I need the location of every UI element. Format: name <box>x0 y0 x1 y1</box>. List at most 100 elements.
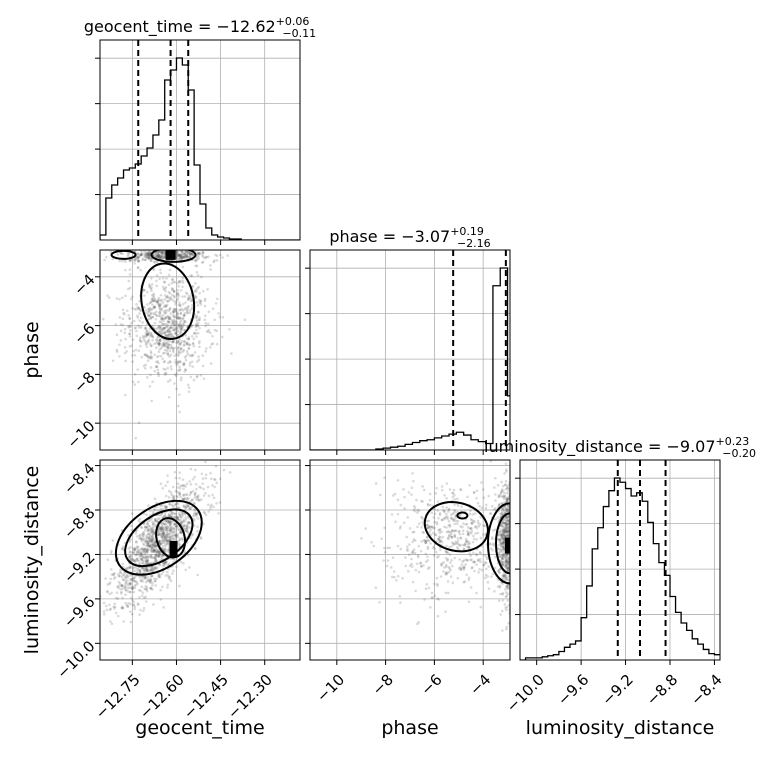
scatter-point <box>386 559 390 562</box>
scatter-point <box>171 328 174 332</box>
scatter-point <box>171 340 175 344</box>
scatter-point <box>170 537 174 541</box>
scatter-point <box>507 555 510 559</box>
scatter-point <box>151 523 155 527</box>
scatter-point <box>176 340 180 344</box>
scatter-point <box>506 510 509 513</box>
scatter-point <box>144 326 147 330</box>
scatter-point <box>146 329 149 333</box>
scatter-point <box>158 311 162 314</box>
scatter-point <box>158 553 161 557</box>
scatter-point <box>152 528 155 531</box>
scatter-point <box>191 253 194 257</box>
scatter-point <box>187 252 190 256</box>
scatter-point <box>154 544 158 548</box>
scatter-point <box>504 606 507 610</box>
scatter-point <box>462 581 465 584</box>
scatter-point <box>507 489 510 493</box>
scatter-point <box>126 309 129 313</box>
scatter-point <box>461 529 465 532</box>
scatter-point <box>161 536 164 539</box>
scatter-point <box>173 516 177 519</box>
scatter-point <box>165 345 169 348</box>
scatter-point <box>148 540 152 543</box>
scatter-point <box>149 301 152 304</box>
scatter-point <box>507 556 510 559</box>
scatter-point <box>424 541 427 544</box>
scatter-point <box>144 367 147 370</box>
scatter-point <box>160 308 163 312</box>
scatter-point <box>173 320 177 324</box>
scatter-point <box>151 522 155 525</box>
scatter-point <box>149 554 152 558</box>
scatter-point <box>155 355 159 359</box>
scatter-point <box>392 494 395 497</box>
scatter-point <box>167 320 171 324</box>
scatter-point <box>504 574 508 578</box>
scatter-point <box>127 533 130 537</box>
scatter-point <box>168 292 172 295</box>
scatter-point <box>137 349 141 353</box>
scatter-point <box>204 460 207 464</box>
scatter-point <box>199 300 203 304</box>
scatter-point <box>137 260 140 263</box>
scatter-point <box>507 534 510 538</box>
scatter-point <box>149 351 153 355</box>
scatter-point <box>133 373 137 376</box>
scatter-point <box>143 553 146 556</box>
scatter-point <box>458 544 462 547</box>
scatter-point <box>162 606 165 609</box>
scatter-point <box>157 254 161 258</box>
scatter-point <box>405 535 409 539</box>
scatter-point <box>189 252 192 256</box>
scatter-point <box>168 315 172 319</box>
scatter-point <box>180 521 183 524</box>
scatter-point <box>179 327 182 330</box>
plot-area <box>101 250 247 440</box>
scatter-point <box>175 252 179 255</box>
scatter-point <box>166 345 170 349</box>
scatter-point <box>405 548 409 551</box>
scatter-point <box>132 603 135 607</box>
panel-luminosity_distance-geocent_time: −12.75−12.60−12.45−12.30−10.0−9.6−9.2−8.… <box>53 459 301 723</box>
scatter-point <box>176 295 180 298</box>
scatter-point <box>166 361 170 365</box>
scatter-point <box>128 582 132 586</box>
scatter-point <box>137 553 141 556</box>
scatter-point <box>421 485 424 488</box>
scatter-point <box>154 313 158 317</box>
scatter-point <box>142 549 146 552</box>
scatter-point <box>502 521 506 525</box>
scatter-point <box>145 252 149 256</box>
scatter-point <box>506 486 509 490</box>
scatter-point <box>140 552 143 556</box>
scatter-point <box>501 599 505 602</box>
scatter-point <box>501 542 505 546</box>
scatter-point <box>137 255 141 259</box>
scatter-point <box>172 536 175 540</box>
scatter-point <box>152 312 155 315</box>
scatter-point <box>452 543 456 546</box>
scatter-point <box>176 312 179 316</box>
scatter-point <box>500 524 503 527</box>
scatter-point <box>149 538 152 541</box>
scatter-point <box>191 477 195 481</box>
scatter-point <box>128 332 131 336</box>
scatter-point <box>456 540 460 543</box>
scatter-point <box>157 551 161 554</box>
scatter-point <box>502 547 505 550</box>
scatter-point <box>435 521 439 524</box>
scatter-point <box>174 534 177 537</box>
scatter-point <box>136 266 140 270</box>
scatter-point <box>507 509 510 512</box>
scatter-point <box>153 550 157 553</box>
density-contour <box>110 250 137 260</box>
scatter-point <box>152 294 156 297</box>
scatter-point <box>184 503 188 506</box>
scatter-point <box>164 547 167 551</box>
scatter-point <box>430 511 434 515</box>
scatter-point <box>138 336 142 340</box>
scatter-point <box>162 327 166 330</box>
scatter-point <box>403 507 406 510</box>
scatter-point <box>502 575 505 578</box>
